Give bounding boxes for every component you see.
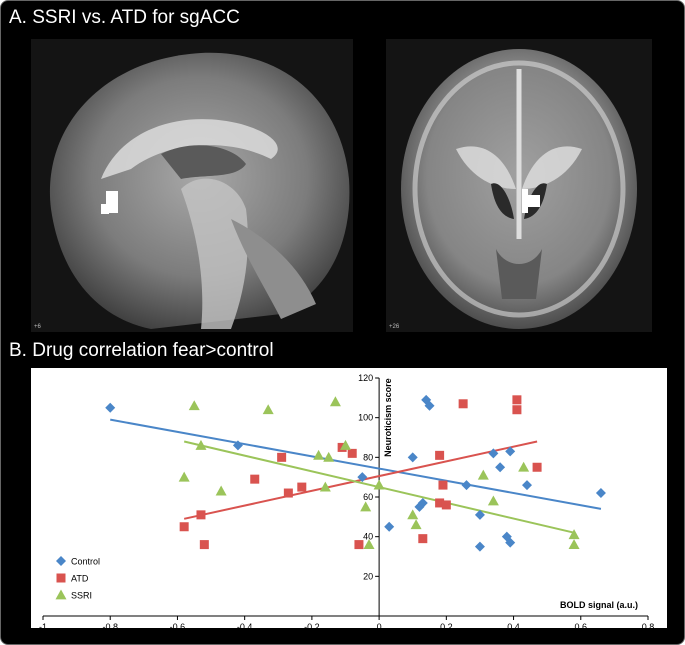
chart-axes xyxy=(42,377,649,620)
data-points xyxy=(105,394,606,552)
control-point xyxy=(474,541,485,552)
atd-legend-marker xyxy=(56,573,66,583)
control-point xyxy=(417,497,428,508)
control-point xyxy=(424,400,435,411)
x-tick-label: -0,8 xyxy=(102,622,118,628)
ssri-point xyxy=(407,509,419,520)
atd-point xyxy=(297,482,307,492)
atd-point xyxy=(196,510,206,520)
scatter-chart: -1 -0,8 -0,6 -0,4 -0,2 0 0,2 0,4 0,6 0,8 20 40 60 80 1… xyxy=(31,368,667,628)
legend: Control ATD SSRI xyxy=(55,556,100,601)
atd-point xyxy=(512,405,522,415)
ssri-point xyxy=(262,404,274,415)
y-axis-title: Neuroticism score xyxy=(383,378,393,457)
control-point xyxy=(461,480,472,491)
ssri-point xyxy=(363,539,375,549)
atd-point xyxy=(283,488,293,498)
control-point xyxy=(488,448,499,459)
y-tick-label: 40 xyxy=(363,532,373,542)
control-legend-marker xyxy=(56,556,66,566)
atd-point xyxy=(354,540,364,550)
ssri-point xyxy=(313,449,325,460)
control-point xyxy=(414,501,425,512)
control-point xyxy=(505,537,516,548)
control-legend-label: Control xyxy=(71,557,100,567)
control-point xyxy=(595,488,606,499)
coronal-slice-label: +26 xyxy=(389,324,400,330)
x-tick-label: 0,6 xyxy=(575,622,588,628)
ssri-point xyxy=(487,495,499,506)
ssri-point xyxy=(215,485,227,496)
ssri-point xyxy=(410,519,422,530)
x-tick-label: 0 xyxy=(377,622,382,628)
atd-point xyxy=(179,522,189,532)
panel-a-title: A. SSRI vs. ATD for sgACC xyxy=(9,7,240,28)
atd-point xyxy=(277,452,287,462)
x-tick-label: -1 xyxy=(39,622,47,628)
control-point xyxy=(495,462,506,473)
tick-labels: -1 -0,8 -0,6 -0,4 -0,2 0 0,2 0,4 0,6 0,8 20 40 60 80 1… xyxy=(39,373,654,628)
ssri-point xyxy=(373,479,385,490)
coronal-mri-image: +26 xyxy=(386,39,652,332)
control-point xyxy=(501,531,512,542)
x-tick-label: 0,8 xyxy=(642,622,655,628)
x-tick-label: 0,4 xyxy=(507,622,520,628)
control-point xyxy=(384,521,395,532)
sagittal-mri-image: +6 xyxy=(31,39,353,332)
atd-point xyxy=(435,450,445,460)
y-tick-label: 120 xyxy=(358,373,373,383)
ssri-point xyxy=(568,529,580,540)
y-tick-label: 100 xyxy=(358,413,373,423)
ssri-point xyxy=(178,471,190,482)
atd-point xyxy=(199,540,209,550)
control-trend-line xyxy=(110,418,602,510)
ssri-point xyxy=(477,469,489,480)
ssri-point xyxy=(340,439,351,450)
control-point xyxy=(357,472,368,483)
atd-point xyxy=(418,534,428,544)
ssri-point xyxy=(188,400,200,411)
x-tick-label: -0,6 xyxy=(170,622,186,628)
ssri-point xyxy=(518,461,530,472)
control-point xyxy=(407,452,418,463)
x-tick-label: 0,2 xyxy=(440,622,453,628)
y-tick-label: 80 xyxy=(363,452,373,462)
atd-point xyxy=(512,395,522,405)
y-tick-label: 60 xyxy=(363,492,373,502)
atd-point xyxy=(347,448,357,458)
ssri-point xyxy=(323,451,335,462)
ssri-point xyxy=(568,539,580,549)
control-point xyxy=(522,480,532,491)
atd-point xyxy=(441,500,451,510)
ssri-point xyxy=(329,396,341,407)
control-point xyxy=(505,446,516,457)
panel-b-title: B. Drug correlation fear>control xyxy=(9,340,274,361)
ssri-point xyxy=(360,501,372,512)
sagittal-slice-label: +6 xyxy=(34,324,41,330)
ssri-point xyxy=(195,439,207,450)
ssri-legend-label: SSRI xyxy=(71,591,92,601)
atd-point xyxy=(250,474,260,484)
ssri-legend-marker xyxy=(55,589,67,600)
y-tick-label: 20 xyxy=(363,571,373,581)
control-point xyxy=(232,440,243,451)
ssri-point xyxy=(319,481,331,492)
atd-point xyxy=(438,480,448,490)
atd-point xyxy=(532,462,542,472)
x-tick-label: -0,4 xyxy=(237,622,253,628)
x-axis-title: BOLD signal (a.u.) xyxy=(560,600,638,610)
atd-point xyxy=(458,399,468,409)
scatter-chart-svg: -1 -0,8 -0,6 -0,4 -0,2 0 0,2 0,4 0,6 0,8 20 40 60 80 1… xyxy=(39,373,654,628)
atd-legend-label: ATD xyxy=(71,574,89,584)
control-point xyxy=(105,402,116,413)
x-tick-label: -0,2 xyxy=(304,622,320,628)
atd-point xyxy=(435,498,445,508)
